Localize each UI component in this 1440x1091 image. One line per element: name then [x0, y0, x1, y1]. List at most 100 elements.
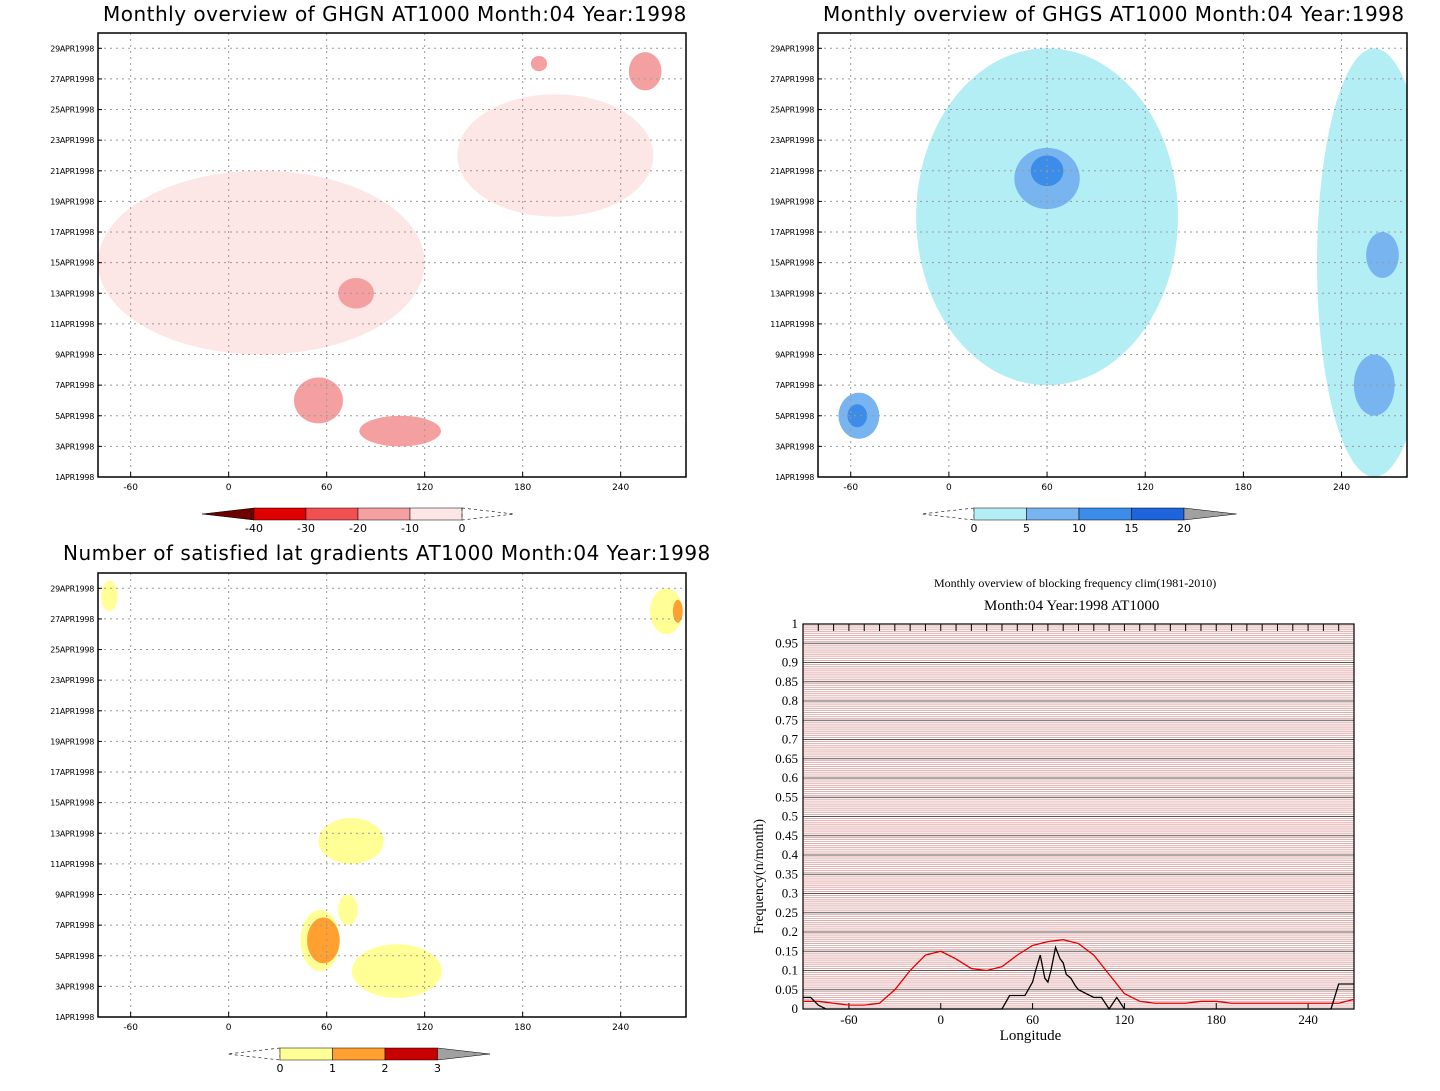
x-tick-label-5: 240 — [612, 483, 629, 493]
contour-region-3 — [318, 817, 384, 864]
x-tick-label-4: 180 — [514, 483, 531, 493]
x-tick-label-3: 120 — [416, 1023, 433, 1033]
y-tick-label-2: 0.1 — [782, 963, 798, 978]
colorbar-box-1 — [332, 1047, 386, 1061]
y-tick-label-13: 27APR1998 — [770, 75, 814, 84]
contour-region-3 — [294, 377, 343, 424]
x-tick-label-5: 240 — [612, 1023, 629, 1033]
y-tick-label-11: 23APR1998 — [770, 136, 814, 145]
blocking-title: Monthly overview of blocking frequency c… — [934, 576, 1217, 590]
y-tick-label-9: 0.45 — [775, 828, 798, 843]
colorbar-label-3: 3 — [434, 1062, 441, 1075]
colorbar-label-1: 5 — [1023, 522, 1030, 535]
y-tick-label-6: 13APR1998 — [50, 829, 94, 838]
y-tick-label-6: 13APR1998 — [50, 289, 94, 298]
colorbar-label-0: -40 — [245, 522, 263, 535]
y-tick-label-13: 27APR1998 — [50, 75, 94, 84]
lat-gradient-heatmap: -60 0 60 120 180 2401APR19983APR19985APR19987… — [50, 572, 687, 1075]
y-tick-label-3: 7APR1998 — [775, 381, 814, 390]
contour-region-4 — [338, 894, 358, 926]
plot-frame — [802, 623, 1355, 1010]
contour-region-2 — [672, 599, 683, 623]
lat-gradient-title: Number of satisfied lat gradients AT1000… — [63, 541, 711, 565]
contour-region-7 — [351, 944, 442, 998]
y-tick-label-4: 9APR1998 — [55, 351, 94, 360]
y-tick-label-12: 0.6 — [782, 770, 799, 785]
contour-region-5 — [847, 404, 868, 428]
y-tick-label-5: 11APR1998 — [770, 320, 814, 329]
contour-region-6 — [307, 917, 340, 964]
contour-region-0 — [916, 48, 1178, 386]
ghgs-heatmap: -60 0 60 120 180 240 1APR1998 3APR1998 5APR1998 7… — [770, 32, 1408, 535]
x-tick-label-0: -60 — [840, 1012, 857, 1027]
y-tick-label-1: 3APR1998 — [55, 982, 94, 991]
colorbar-under-triangle — [227, 1047, 281, 1061]
y-tick-label-13: 27APR1998 — [50, 615, 94, 624]
y-tick-label-14: 29APR1998 — [50, 584, 94, 593]
y-tick-label-10: 21APR1998 — [770, 167, 814, 176]
y-tick-label-10: 0.5 — [782, 809, 798, 824]
x-tick-label-5: 240 — [1333, 483, 1350, 493]
y-tick-label-13: 0.65 — [775, 751, 798, 766]
x-tick-label-0: -60 — [123, 1023, 138, 1033]
y-tick-label-18: 0.9 — [782, 655, 798, 670]
contour-region-7 — [1366, 232, 1399, 278]
colorbar-label-2: 2 — [382, 1062, 389, 1075]
colorbar-box-3 — [409, 507, 463, 521]
colorbar-label-3: 15 — [1125, 522, 1139, 535]
colorbar-box-3 — [1131, 507, 1185, 521]
x-tick-label-0: -60 — [843, 483, 858, 493]
y-tick-label-8: 17APR1998 — [50, 768, 94, 777]
y-tick-label-0: 0 — [792, 1001, 799, 1016]
colorbar-box-2 — [384, 1047, 438, 1061]
x-tick-label-3: 120 — [1137, 483, 1154, 493]
y-tick-label-4: 9APR1998 — [775, 351, 814, 360]
y-tick-label-15: 0.75 — [775, 712, 798, 727]
ghgn-panel: Monthly overview of GHGN AT1000 Month:04… — [0, 0, 720, 545]
y-tick-label-5: 0.25 — [775, 905, 798, 920]
colorbar-label-4: 0 — [459, 522, 466, 535]
y-tick-label-6: 0.3 — [782, 886, 798, 901]
y-tick-label-11: 23APR1998 — [50, 676, 94, 685]
y-tick-label-9: 19APR1998 — [770, 197, 814, 206]
y-axis-label: Frequency(n/month) — [752, 819, 767, 934]
x-tick-label-2: 60 — [321, 1023, 333, 1033]
y-tick-label-9: 19APR1998 — [50, 737, 94, 746]
y-tick-label-9: 19APR1998 — [50, 197, 94, 206]
ghgn-title: Monthly overview of GHGN AT1000 Month:04… — [103, 2, 687, 26]
x-tick-label-3: 120 — [416, 483, 433, 493]
colorbar-over-triangle — [1183, 507, 1237, 521]
series-line-0 — [803, 939, 1355, 1006]
colorbar-box-1 — [1026, 507, 1080, 521]
colorbar-box-2 — [357, 507, 411, 521]
y-tick-label-3: 7APR1998 — [55, 921, 94, 930]
y-tick-label-7: 15APR1998 — [770, 259, 814, 268]
plot-frame — [97, 572, 687, 1018]
y-tick-label-2: 5APR1998 — [55, 952, 94, 961]
ghgs-panel: Monthly overview of GHGS AT1000 Month:04… — [720, 0, 1440, 545]
series-line-1 — [803, 945, 1354, 1011]
x-tick-label-4: 180 — [1207, 1012, 1227, 1027]
y-tick-label-20: 1 — [792, 616, 799, 631]
colorbar-over-triangle — [461, 507, 515, 521]
colorbar-label-1: -30 — [297, 522, 315, 535]
x-axis-label: Longitude — [1000, 1028, 1062, 1044]
colorbar-label-1: 1 — [329, 1062, 336, 1075]
x-tick-label-0: -60 — [123, 483, 138, 493]
y-tick-label-8: 17APR1998 — [770, 228, 814, 237]
colorbar-under-triangle — [201, 507, 255, 521]
x-tick-label-4: 180 — [514, 1023, 531, 1033]
y-tick-label-14: 29APR1998 — [770, 44, 814, 53]
y-tick-label-12: 25APR1998 — [50, 646, 94, 655]
y-tick-label-12: 25APR1998 — [50, 106, 94, 115]
y-tick-label-1: 0.05 — [775, 982, 798, 997]
y-tick-label-4: 0.2 — [782, 924, 798, 939]
y-tick-label-16: 0.8 — [782, 693, 798, 708]
lat-gradient-panel: Number of satisfied lat gradients AT1000… — [0, 541, 720, 1091]
x-tick-label-1: 0 — [226, 1023, 232, 1033]
y-tick-label-0: 1APR1998 — [55, 473, 94, 482]
y-tick-label-10: 21APR1998 — [50, 707, 94, 716]
x-tick-label-5: 240 — [1298, 1012, 1318, 1027]
y-tick-label-7: 0.35 — [775, 866, 798, 881]
y-tick-label-8: 17APR1998 — [50, 228, 94, 237]
